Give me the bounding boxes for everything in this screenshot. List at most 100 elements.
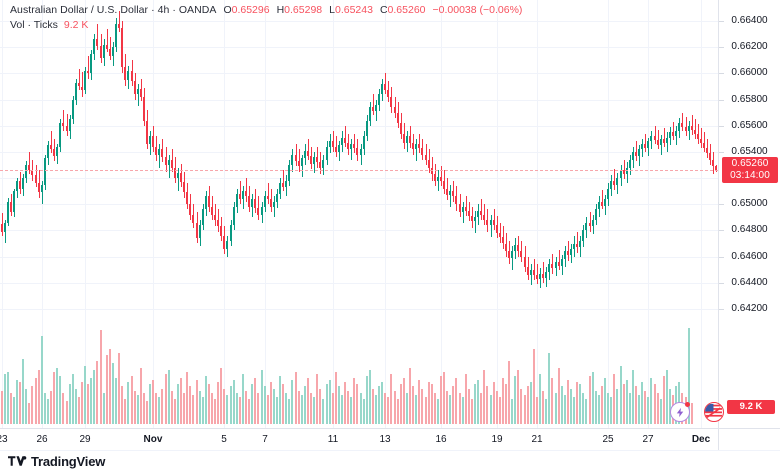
gridline-vertical (153, 0, 154, 428)
volume-bar (177, 384, 179, 424)
volume-bar (186, 372, 188, 424)
volume-bar (1, 391, 3, 424)
volume-bar (363, 399, 365, 424)
volume-bar (192, 395, 194, 424)
volume-bar (644, 391, 646, 424)
volume-bar (341, 395, 343, 424)
volume-bar (335, 372, 337, 424)
volume-bar (81, 382, 83, 424)
volume-bar (446, 391, 448, 424)
volume-bar (505, 384, 507, 424)
volume-bar (44, 393, 46, 424)
volume-bar (25, 389, 27, 424)
axis-corner (718, 428, 780, 450)
volume-bar (369, 370, 371, 424)
time-axis-tick: 11 (327, 434, 339, 445)
gridline-horizontal (0, 178, 718, 179)
volume-bar (530, 382, 532, 424)
price-axis-tick: 0.65800 (719, 94, 780, 106)
price-tick-dash (719, 73, 724, 75)
gridline-horizontal (0, 126, 718, 127)
volume-bar (378, 386, 380, 424)
volume-bar (326, 384, 328, 424)
volume-bar (307, 378, 309, 424)
volume-bar (629, 393, 631, 424)
volume-bar (180, 378, 182, 424)
volume-bar (477, 380, 479, 424)
volume-bar (127, 382, 129, 424)
volume-bar (452, 386, 454, 424)
time-axis[interactable]: 23 26 29 Nov 5 7 11 13 16 19 21 25 27 Dec (0, 428, 718, 450)
volume-bar (616, 389, 618, 424)
volume-bar (84, 366, 86, 424)
volume-bar (66, 401, 68, 424)
replay-bolt-icon[interactable] (670, 402, 690, 422)
gridline-horizontal (0, 230, 718, 231)
volume-bar (403, 378, 405, 424)
volume-bar (47, 399, 49, 424)
volume-bar (421, 389, 423, 424)
gridline-horizontal (0, 21, 718, 22)
volume-bar (199, 391, 201, 424)
volume-bar (576, 382, 578, 424)
volume-bar (406, 393, 408, 424)
gridline-vertical (224, 0, 225, 428)
volume-bar (499, 397, 501, 424)
price-axis[interactable]: 0.65260 03:14:00 9.2 K 0.66400 0.66200 0.6… (718, 0, 780, 428)
volume-bar (468, 389, 470, 424)
chart-plot-area[interactable] (0, 0, 718, 428)
volume-bar (134, 391, 136, 424)
volume-series (1, 328, 693, 424)
volume-bar (551, 378, 553, 424)
gridline-horizontal (0, 257, 718, 258)
volume-bar (276, 397, 278, 424)
price-tick-dash (719, 99, 724, 101)
price-axis-tick: 0.64600 (719, 251, 780, 263)
gridline-vertical (385, 0, 386, 428)
gridline-vertical (42, 0, 43, 428)
volume-bar (567, 380, 569, 424)
volume-bar (4, 374, 6, 424)
us-flag-icon[interactable] (704, 402, 724, 422)
volume-bar (471, 399, 473, 424)
price-axis-tick: 0.64800 (719, 224, 780, 236)
gridline-horizontal (0, 309, 718, 310)
volume-bar (366, 376, 368, 424)
volume-bar (19, 382, 21, 424)
volume-bar (38, 370, 40, 424)
volume-bar (100, 330, 102, 424)
candlestick-series (1, 10, 717, 288)
tradingview-logo[interactable]: TradingView (8, 454, 105, 469)
volume-bar (437, 399, 439, 424)
volume-bar (87, 384, 89, 424)
volume-bar (474, 384, 476, 424)
time-axis-tick: 13 (379, 434, 391, 445)
volume-bar (542, 391, 544, 424)
gridline-vertical (701, 0, 702, 428)
volume-bar (239, 397, 241, 424)
volume-bar (394, 391, 396, 424)
volume-bar (570, 389, 572, 424)
volume-bar (31, 386, 33, 424)
gridline-horizontal (0, 100, 718, 101)
volume-bar (387, 397, 389, 424)
volume-bar (483, 370, 485, 424)
volume-bar (641, 382, 643, 424)
volume-bar (654, 384, 656, 424)
volume-bar (131, 376, 133, 424)
price-tick-dash (719, 125, 724, 127)
time-axis-tick: Nov (143, 434, 163, 445)
volume-bar (669, 389, 671, 424)
volume-bar (124, 399, 126, 424)
volume-bar (22, 359, 24, 424)
time-axis-tick: 19 (491, 434, 503, 445)
gridline-vertical (265, 0, 266, 428)
volume-value-badge: 9.2 K (727, 400, 775, 414)
volume-bar (264, 386, 266, 424)
volume-bar (291, 380, 293, 424)
volume-bar (10, 393, 12, 424)
volume-bar (400, 384, 402, 424)
volume-bar (688, 328, 690, 424)
volume-bar (449, 395, 451, 424)
